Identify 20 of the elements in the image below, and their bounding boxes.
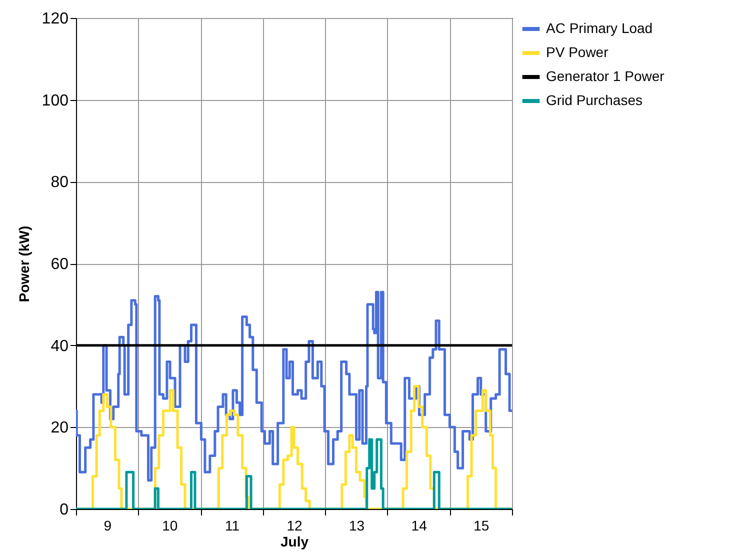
y-tick-label: 100 (42, 92, 69, 110)
y-tick-label: 60 (50, 256, 69, 273)
y-axis-title: Power (kW) (16, 226, 32, 302)
y-tick-label: 0 (60, 502, 69, 518)
x-tick-label: 11 (224, 518, 240, 534)
y-tick-label: 120 (42, 10, 69, 28)
legend-label: AC Primary Load (546, 20, 653, 36)
legend-label: Generator 1 Power (546, 68, 665, 84)
x-tick-label: 9 (104, 518, 112, 534)
y-tick-label: 40 (50, 338, 69, 355)
x-tick-label: 10 (162, 518, 178, 534)
x-axis-title: July (280, 534, 309, 550)
x-tick-label: 13 (348, 518, 365, 534)
legend-label: Grid Purchases (546, 92, 642, 108)
legend-label: PV Power (546, 44, 609, 60)
x-tick-label: 12 (286, 518, 302, 534)
y-tick-label: 80 (50, 174, 69, 192)
x-tick-label: 15 (474, 518, 490, 534)
x-tick-label: 14 (411, 518, 428, 534)
y-tick-label: 20 (50, 420, 69, 437)
